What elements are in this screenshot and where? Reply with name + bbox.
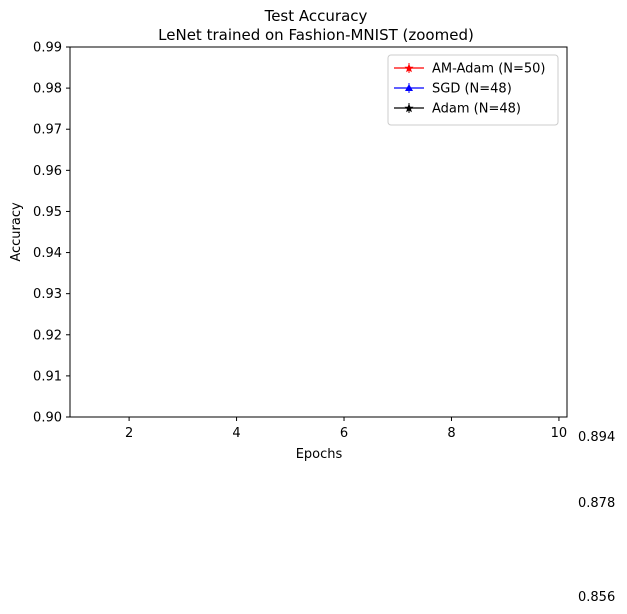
x-tick-label: 8 bbox=[447, 426, 455, 441]
legend-marker-star bbox=[404, 103, 414, 113]
y-tick-label: 0.95 bbox=[33, 205, 62, 220]
y-tick-label: 0.97 bbox=[33, 123, 62, 138]
legend-entry-label: Adam (N=48) bbox=[432, 102, 521, 117]
legend-box bbox=[387, 54, 559, 126]
y-tick-label: 0.91 bbox=[33, 369, 62, 384]
y-tick-label: 0.96 bbox=[33, 164, 62, 179]
y-tick-label: 0.98 bbox=[33, 82, 62, 97]
legend-entry-label: SGD (N=48) bbox=[432, 82, 512, 97]
x-tick-label: 2 bbox=[125, 426, 133, 441]
x-tick-label: 6 bbox=[340, 426, 348, 441]
x-axis-label: Epochs bbox=[296, 447, 343, 462]
x-tick-label: 4 bbox=[232, 426, 240, 441]
y-tick-label: 0.92 bbox=[33, 328, 62, 343]
y-tick-label: 0.93 bbox=[33, 287, 62, 302]
chart-title: Test Accuracy bbox=[264, 7, 368, 25]
legend-entry-label: AM-Adam (N=50) bbox=[432, 62, 546, 77]
annotation-value: 0.856 bbox=[578, 590, 615, 605]
y-tick-label: 0.99 bbox=[33, 41, 62, 56]
legend: AM-Adam (N=50) SGD (N=48) Adam (N=48) bbox=[387, 54, 559, 126]
annotation-value: 0.894 bbox=[578, 430, 615, 445]
y-axis-label: Accuracy bbox=[9, 202, 24, 262]
axes-frame bbox=[69, 46, 568, 418]
plot-area: 2 4 6 8 10 0.90 0.91 0.92 0.93 0.94 0.95 0.96 0.97 0.… bbox=[33, 41, 568, 441]
legend-marker-star bbox=[404, 63, 414, 73]
y-tick-label: 0.90 bbox=[33, 411, 62, 426]
legend-marker-triangle bbox=[405, 84, 413, 91]
annotation-value: 0.878 bbox=[578, 496, 615, 511]
annotations: 0.894 0.878 0.856 bbox=[578, 430, 615, 605]
chart-subtitle: LeNet trained on Fashion-MNIST (zoomed) bbox=[158, 26, 474, 44]
y-tick-label: 0.94 bbox=[33, 246, 62, 261]
x-tick-label: 10 bbox=[551, 426, 568, 441]
